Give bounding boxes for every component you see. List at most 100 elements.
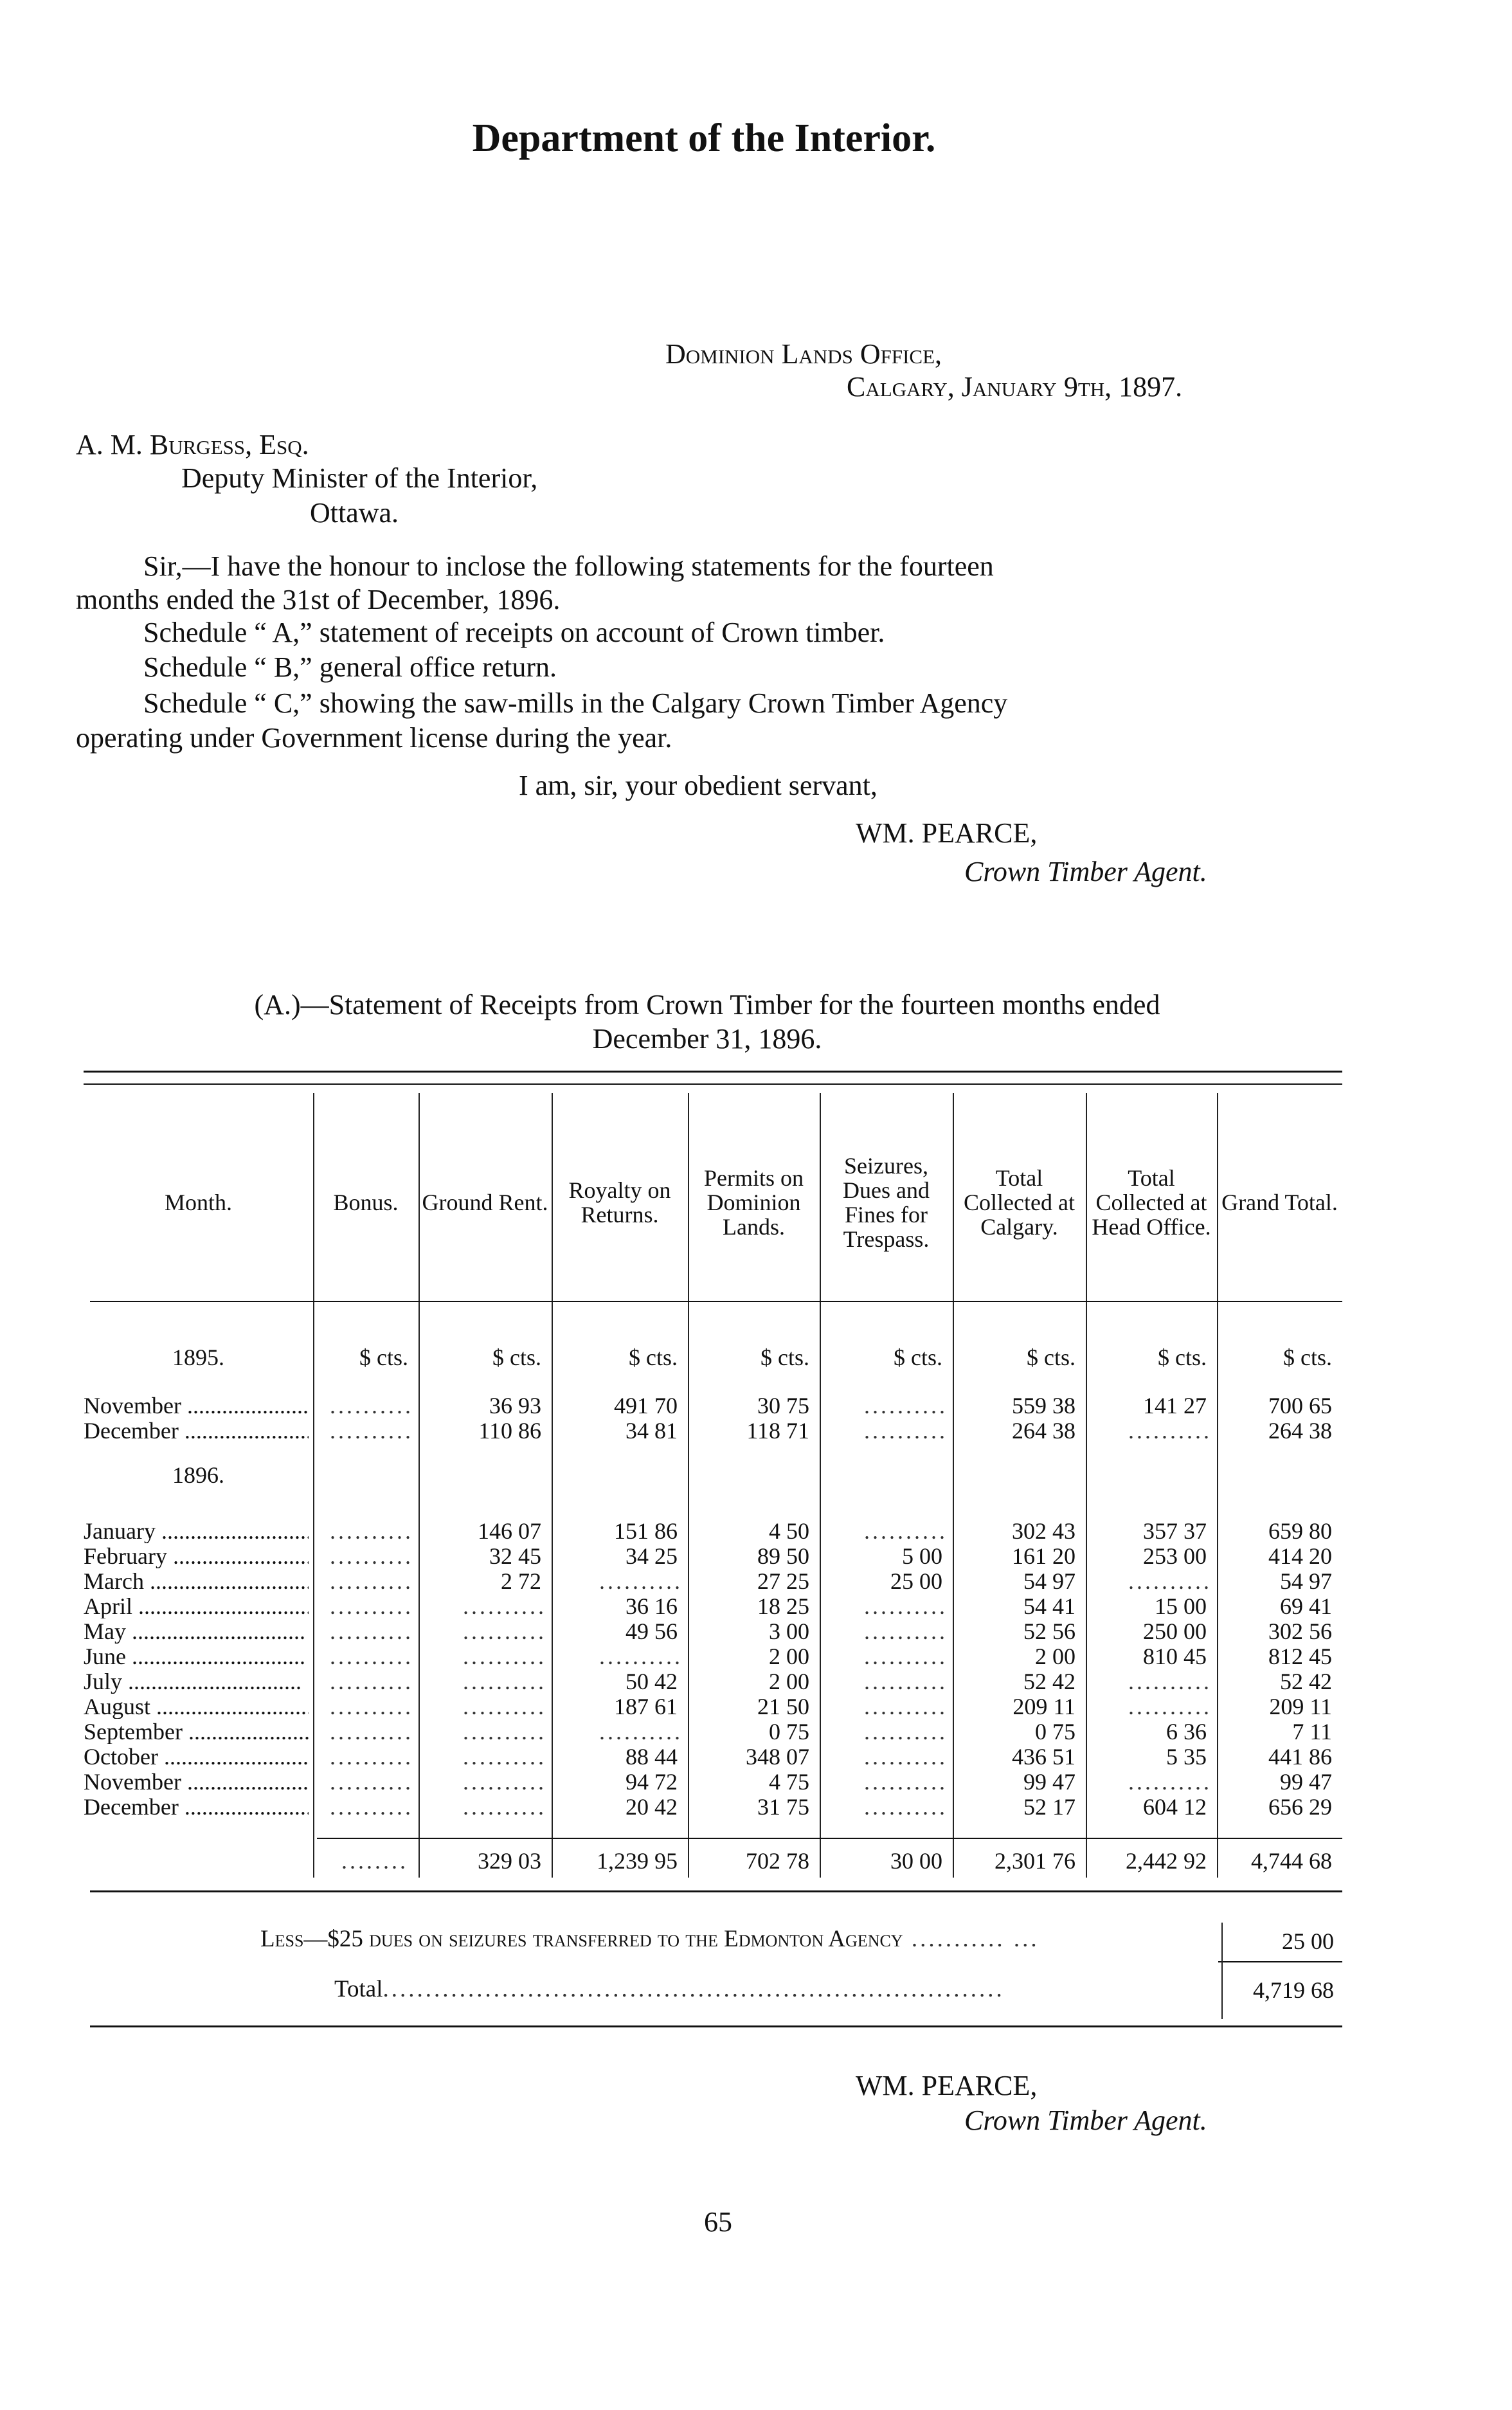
less-row: Less—$25 dues on seizures transferred to… [260,1923,1040,1956]
column-divider [1217,1093,1218,1878]
unit-label: $ cts. [894,1345,942,1370]
letter-office: Dominion Lands Office, [665,338,942,370]
para1-line2: months ended the 31st of December, 1896. [76,584,561,615]
table-cell: 264 38 [1012,1418,1076,1444]
empty-cell-leader: .......... [864,1393,948,1418]
column-divider [953,1093,954,1878]
table-cell: 4 75 [769,1769,809,1795]
empty-cell-leader: .......... [330,1393,413,1418]
addressee-name: A. M. Burgess, Esq. [76,428,309,462]
table-cell: 54 97 [1023,1568,1076,1594]
empty-cell-leader: .......... [463,1719,546,1744]
table-cell: 4 50 [769,1518,809,1544]
header-rule [90,1301,1342,1302]
table-top-rule-2 [84,1083,1342,1085]
month-label: June .............................. [84,1644,305,1669]
empty-cell-leader: .......... [864,1594,948,1618]
table-cell: 31 75 [757,1794,809,1820]
less-leader: ........... ... [903,1926,1040,1952]
table-cell: 810 45 [1143,1644,1207,1669]
empty-cell-leader: .......... [330,1619,413,1644]
signature-title: Crown Timber Agent. [964,856,1207,887]
empty-cell-leader: ........ [341,1848,408,1874]
empty-cell-leader: .......... [463,1594,546,1618]
empty-cell-leader: .......... [330,1644,413,1669]
unit-label: $ cts. [760,1345,809,1370]
empty-cell-leader: .......... [463,1744,546,1769]
table-cell: 491 70 [614,1393,678,1418]
table-cell: 118 71 [746,1418,809,1444]
month-label: February .............................. [84,1544,309,1568]
table-cell: 7 11 [1292,1719,1332,1744]
total-rule [1218,1961,1342,1962]
empty-cell-leader: .......... [330,1594,413,1618]
total-cell: 2,301 76 [995,1848,1076,1874]
column-header: Permits on Dominion Lands. [703,1165,804,1240]
empty-cell-leader: .......... [330,1569,413,1593]
total-cell: 702 78 [746,1848,809,1874]
empty-cell-leader: .......... [330,1694,413,1719]
table-bottom-rule [90,1890,1342,1892]
empty-cell-leader: .......... [864,1770,948,1794]
month-label: January .............................. [84,1519,309,1543]
less-label: Less—$25 dues on seizures transferred to… [260,1926,903,1952]
empty-cell-leader: .......... [330,1418,413,1443]
column-divider [688,1093,689,1878]
month-label: December .............................. [84,1795,309,1819]
column-header: Grand Total. [1221,1190,1338,1215]
table-cell: 36 16 [626,1593,678,1619]
empty-cell-leader: .......... [599,1719,683,1744]
table-cell: 0 75 [1035,1719,1076,1744]
empty-cell-leader: .......... [864,1719,948,1744]
column-header: Ground Rent. [422,1190,548,1215]
empty-cell-leader: .......... [330,1770,413,1794]
table-cell: 0 75 [769,1719,809,1744]
table-cell: 27 25 [757,1568,809,1594]
month-label: April .............................. [84,1594,309,1618]
table-cell: 209 11 [1013,1694,1076,1719]
signature: WM. PEARCE, [856,817,1038,849]
table-cell: 21 50 [757,1694,809,1719]
table-cell: 302 43 [1012,1518,1076,1544]
unit-label: $ cts. [1283,1345,1332,1370]
statement-title-line1: (A.)—Statement of Receipts from Crown Ti… [254,989,1160,1020]
empty-cell-leader: .......... [330,1544,413,1568]
table-cell: 659 80 [1268,1518,1332,1544]
unit-label: $ cts. [492,1345,541,1370]
column-divider [1086,1093,1087,1878]
month-label: September .............................. [84,1719,309,1744]
table-cell: 49 56 [626,1618,678,1644]
year-1896: 1896. [172,1462,224,1488]
column-divider [313,1093,314,1878]
table-cell: 161 20 [1012,1543,1076,1569]
empty-cell-leader: .......... [864,1519,948,1543]
table-cell: 36 93 [489,1393,541,1418]
table-cell: 54 97 [1280,1568,1332,1594]
table-cell: 110 86 [478,1418,541,1444]
table-cell: 52 42 [1280,1669,1332,1694]
statement-title-line2: December 31, 1896. [592,1023,822,1055]
table-cell: 15 00 [1155,1593,1207,1619]
table-cell: 146 07 [478,1518,541,1544]
month-label: November .............................. [84,1770,309,1794]
total-cell: 4,744 68 [1251,1848,1332,1874]
column-divider [552,1093,553,1878]
column-divider [419,1093,420,1878]
month-label: March .............................. [84,1569,309,1593]
empty-cell-leader: .......... [463,1770,546,1794]
table-cell: 441 86 [1268,1744,1332,1770]
table-cell: 5 00 [902,1543,942,1569]
table-cell: 94 72 [626,1769,678,1795]
empty-cell-leader: .......... [864,1795,948,1819]
empty-cell-leader: .......... [330,1795,413,1819]
table-cell: 52 42 [1023,1669,1076,1694]
page-number: 65 [704,2206,732,2238]
schedule-b: Schedule “ B,” general office return. [143,651,557,683]
table-cell: 2 00 [1035,1644,1076,1669]
total-cell: 329 03 [478,1848,541,1874]
unit-label: $ cts. [1158,1345,1207,1370]
total-cell: 1,239 95 [597,1848,678,1874]
schedule-c-line2: operating under Government license durin… [76,722,672,754]
schedule-a: Schedule “ A,” statement of receipts on … [143,617,885,648]
table-cell: 2 00 [769,1669,809,1694]
